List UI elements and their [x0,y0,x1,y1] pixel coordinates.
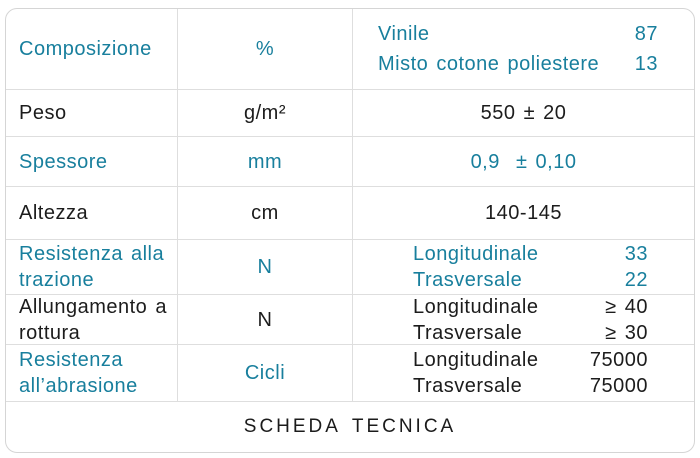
value-line: Trasversale 22 [413,267,648,293]
value-number: ≥ 40 [605,295,648,318]
spec-table-grid: Composizione % Vinile 87 Misto cotone po… [6,9,694,401]
row-allungamento-unit: N [177,294,352,344]
value-line: Trasversale ≥ 30 [413,320,648,346]
value-number: 75000 [589,349,648,371]
value-name: Trasversale [413,269,523,291]
value-line: Trasversale 75000 [413,373,648,399]
value-number: 13 [634,53,658,75]
row-composizione-values: Vinile 87 Misto cotone poliestere 13 [352,9,694,89]
row-trazione-label: Resistenza alla trazione [6,239,177,294]
row-allungamento-values: Longitudinale ≥ 40 Trasversale ≥ 30 [352,294,694,344]
value-line: Misto cotone poliestere 13 [378,49,658,79]
row-composizione-label: Composizione [19,38,152,60]
row-trazione-values: Longitudinale 33 Trasversale 22 [352,239,694,294]
row-trazione-unit: N [177,239,352,294]
value-line: Longitudinale 33 [413,241,648,267]
value-number: 22 [624,269,648,291]
row-altezza-unit: cm [177,186,352,239]
value-name: Longitudinale [413,349,539,371]
value-line: Vinile 87 [378,19,658,49]
value-name: Misto cotone poliestere [378,53,600,75]
value-number: ≥ 30 [605,321,648,344]
value-line: Longitudinale ≥ 40 [413,294,648,320]
value-number: 33 [624,243,648,265]
row-peso-label: Peso [6,89,177,136]
row-spessore-unit: mm [177,136,352,186]
value-number: 87 [634,23,658,45]
row-peso-unit: g/m² [177,89,352,136]
row-abrasione-label: Resistenza all’abrasione [6,344,177,401]
value-line: Longitudinale 75000 [413,347,648,373]
value-name: Vinile [378,23,430,45]
row-allungamento-label: Allungamento a rottura [6,294,177,344]
row-spessore-label: Spessore [6,136,177,186]
sheet-title: SCHEDA TECNICA [6,401,694,452]
row-spessore-value: 0,9 ± 0,10 [352,136,694,186]
spec-table: Composizione % Vinile 87 Misto cotone po… [5,8,695,453]
row-composizione-unit: % [177,9,352,89]
row-abrasione-values: Longitudinale 75000 Trasversale 75000 [352,344,694,401]
row-altezza-label: Altezza [6,186,177,239]
row-altezza-value: 140-145 [352,186,694,239]
value-number: 75000 [589,375,648,397]
row-abrasione-unit: Cicli [177,344,352,401]
value-name: Trasversale [413,375,523,397]
value-name: Longitudinale [413,243,539,265]
value-name: Trasversale [413,321,523,344]
row-peso-value: 550 ± 20 [352,89,694,136]
value-name: Longitudinale [413,295,539,318]
